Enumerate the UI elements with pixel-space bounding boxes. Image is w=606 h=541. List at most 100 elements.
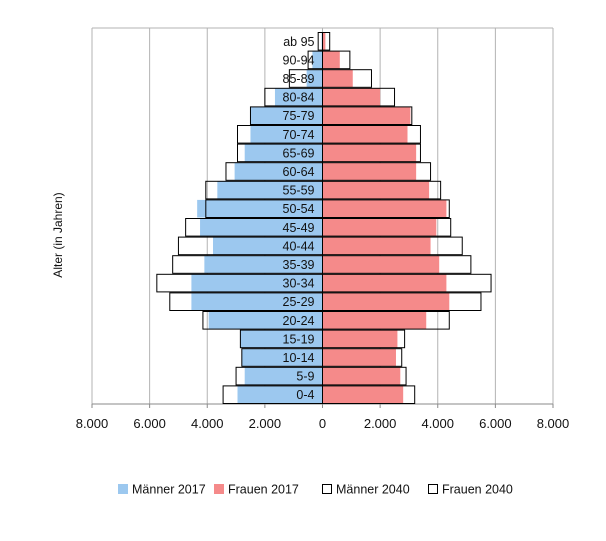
bar-frauen-2040 — [322, 106, 413, 126]
x-tick-label: 6.000 — [133, 416, 166, 431]
bar-frauen-2017 — [322, 237, 431, 255]
bar-frauen-2017 — [322, 367, 401, 385]
age-group-label: 65-69 — [283, 146, 315, 160]
bar-maenner-2017 — [234, 162, 323, 181]
bar-frauen-2040 — [322, 32, 331, 51]
bar-maenner-2017 — [191, 292, 323, 311]
x-tick-label: 0 — [319, 416, 326, 431]
bar-frauen-2017 — [322, 181, 430, 199]
legend: Männer 2017 Frauen 2017 Männer 2040 Frauen … — [118, 483, 513, 497]
bar-frauen-2040 — [322, 199, 450, 218]
bar-frauen-2040 — [322, 329, 406, 349]
bar-frauen-2040 — [322, 218, 452, 237]
bar-maenner-2017 — [274, 88, 323, 106]
age-group-label: 5-9 — [296, 370, 314, 384]
bar-frauen-2040 — [322, 311, 450, 330]
age-group-label: 30-34 — [283, 277, 315, 291]
bar-frauen-2017 — [322, 69, 353, 88]
age-group-label: 25-29 — [283, 295, 315, 309]
bar-maenner-2017 — [237, 385, 323, 404]
bar-frauen-2040 — [322, 348, 403, 367]
legend-label: Männer 2017 — [132, 483, 206, 497]
age-labels: 0-4 5-9 10-14 15-19 20-24 25-29 30-34 35-39 40-4… — [283, 35, 315, 402]
x-tick-label: 8.000 — [537, 416, 570, 431]
legend-swatch — [428, 484, 438, 494]
bars — [156, 32, 492, 404]
bar-frauen-2017 — [322, 255, 440, 274]
bar-frauen-2040 — [322, 125, 421, 144]
age-group-label: ab 95 — [283, 35, 314, 49]
bar-frauen-2040 — [322, 162, 432, 181]
bar-frauen-2040 — [322, 143, 421, 163]
bar-frauen-2040 — [322, 292, 482, 311]
bar-frauen-2017 — [322, 51, 340, 69]
bar-frauen-2040 — [322, 366, 407, 386]
bar-maenner-2017 — [312, 51, 323, 69]
age-group-label: 90-94 — [283, 53, 315, 67]
bar-frauen-2040 — [322, 385, 416, 404]
x-tick-label: 4.000 — [421, 416, 454, 431]
age-group-label: 55-59 — [283, 184, 315, 198]
age-group-label: 85-89 — [283, 72, 315, 86]
age-group-label: 10-14 — [283, 351, 315, 365]
bar-frauen-2017 — [322, 106, 411, 125]
bar-frauen-2017 — [322, 311, 427, 330]
bar-maenner-2017 — [208, 311, 323, 330]
age-group-label: 35-39 — [283, 258, 315, 272]
x-tick-label: 6.000 — [479, 416, 512, 431]
bar-frauen-2017 — [322, 330, 398, 348]
bar-maenner-2017 — [213, 237, 323, 255]
legend-swatch — [214, 484, 224, 494]
bar-maenner-2017 — [306, 69, 323, 88]
legend-swatch — [118, 484, 128, 494]
age-group-label: 40-44 — [283, 239, 315, 253]
age-group-label: 45-49 — [283, 221, 315, 235]
age-group-label: 50-54 — [283, 202, 315, 216]
bar-frauen-2017 — [322, 162, 417, 181]
bar-frauen-2017 — [322, 144, 417, 162]
bar-maenner-2017 — [197, 199, 323, 218]
x-tick-label: 2.000 — [249, 416, 282, 431]
bar-maenner-2017 — [240, 330, 323, 348]
bar-maenner-2017 — [191, 274, 323, 292]
x-tick-label: 2.000 — [364, 416, 397, 431]
bar-frauen-2040 — [322, 69, 372, 88]
age-group-label: 70-74 — [283, 128, 315, 142]
bar-frauen-2017 — [322, 199, 447, 218]
bar-maenner-2017 — [200, 218, 323, 237]
bar-maenner-2017 — [244, 144, 323, 162]
bar-frauen-2017 — [322, 218, 437, 237]
y-axis-label: Alter (in Jahren) — [51, 192, 65, 277]
age-group-label: 15-19 — [283, 332, 315, 346]
age-group-label: 60-64 — [283, 165, 315, 179]
legend-label: Männer 2040 — [336, 483, 410, 497]
bar-maenner-2017 — [244, 367, 323, 385]
legend-label: Frauen 2040 — [442, 483, 513, 497]
bar-frauen-2040 — [322, 87, 396, 107]
x-tick-label: 8.000 — [76, 416, 109, 431]
bar-frauen-2017 — [322, 348, 396, 367]
age-group-label: 20-24 — [283, 314, 315, 328]
legend-label: Frauen 2017 — [228, 483, 299, 497]
bar-maenner-2017 — [241, 348, 323, 367]
bar-maenner-2017 — [250, 125, 323, 144]
bar-frauen-2040 — [322, 180, 442, 200]
age-group-label: 0-4 — [296, 388, 314, 402]
bar-frauen-2017 — [322, 292, 450, 311]
bar-frauen-2017 — [322, 88, 381, 106]
legend-swatch — [322, 484, 332, 494]
x-axis: 8.000 6.000 4.000 2.000 0 2.000 4.000 6.000 8.00… — [76, 404, 570, 431]
age-group-label: 80-84 — [283, 91, 315, 105]
bar-maenner-2017 — [217, 181, 323, 199]
bar-frauen-2040 — [322, 50, 351, 70]
bar-frauen-2040 — [322, 236, 463, 256]
bar-frauen-2017 — [322, 274, 447, 292]
age-group-label: 75-79 — [283, 109, 315, 123]
bar-frauen-2017 — [322, 385, 404, 404]
bar-maenner-2017 — [250, 106, 323, 125]
x-tick-label: 4.000 — [191, 416, 224, 431]
bar-frauen-2017 — [322, 125, 408, 144]
bar-frauen-2017 — [322, 32, 326, 51]
bar-maenner-2017 — [204, 255, 323, 274]
